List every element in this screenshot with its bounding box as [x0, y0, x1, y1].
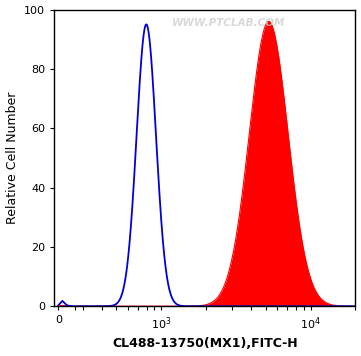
X-axis label: CL488-13750(MX1),FITC-H: CL488-13750(MX1),FITC-H: [112, 337, 297, 350]
Text: WWW.PTCLAB.COM: WWW.PTCLAB.COM: [172, 19, 286, 28]
Y-axis label: Relative Cell Number: Relative Cell Number: [5, 92, 18, 224]
